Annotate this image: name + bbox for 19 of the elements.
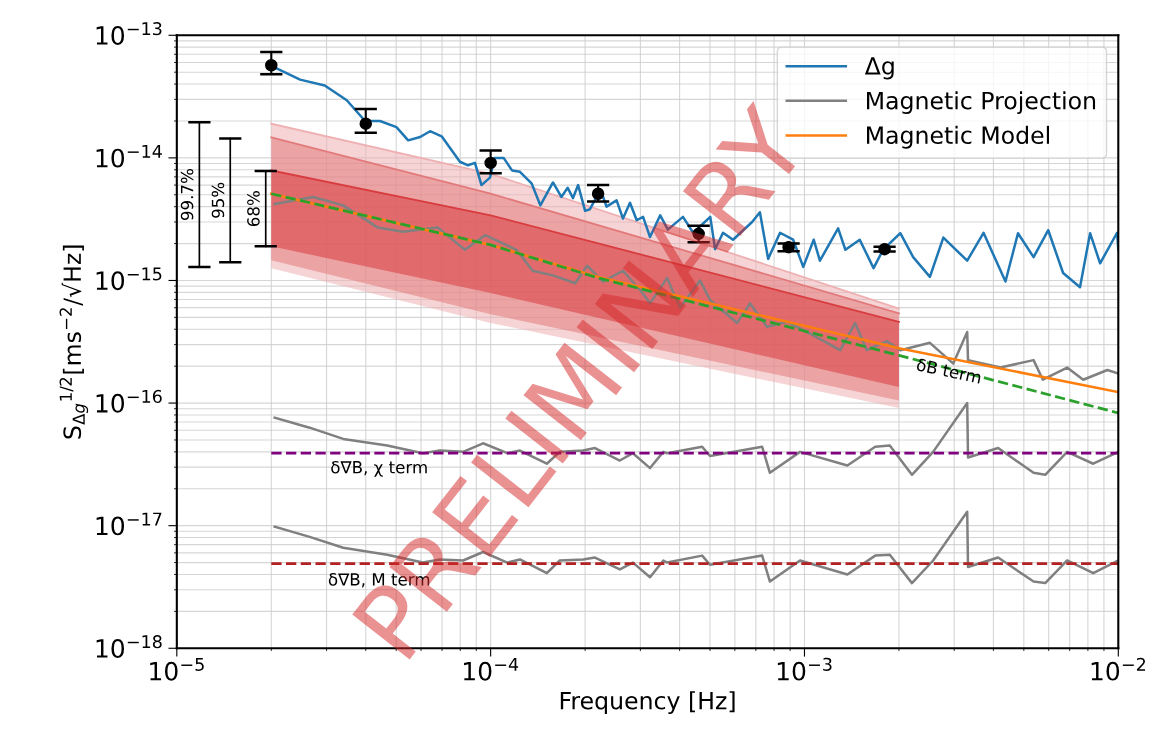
y-tick-label: 10$^{−13}$ [96, 22, 162, 45]
legend-label: 95% [211, 182, 225, 218]
legend-label: 99.7% [180, 169, 194, 221]
x-tick-label: 10$^{−4}$ [464, 657, 519, 681]
y-tick-label: 10$^{−15}$ [96, 267, 162, 291]
x-tick-label: 10$^{−5}$ [150, 657, 204, 681]
x-axis-title: Frequency [Hz] [560, 691, 735, 715]
annotation: δB term [916, 358, 982, 384]
y-tick-label: 10$^{−18}$ [96, 635, 162, 658]
x-tick-label: 10$^{−3}$ [777, 657, 832, 681]
x-tick-label: 10$^{−2}$ [1091, 657, 1146, 681]
y-tick-label: 10$^{−16}$ [96, 389, 162, 413]
text: 68% [247, 191, 260, 227]
y-axis-title: S$_{Δg}$$^{1/2}$[ms$^{−2}$/√Hz] [59, 245, 89, 439]
y-tick-label: 10$^{−17}$ [96, 512, 162, 536]
legend-label: Magnetic Projection [867, 91, 1096, 115]
y-tick-label: 10$^{−14}$ [96, 144, 162, 168]
legend-label: Δg [864, 57, 894, 80]
legend-label: Magnetic Model [867, 125, 1049, 149]
